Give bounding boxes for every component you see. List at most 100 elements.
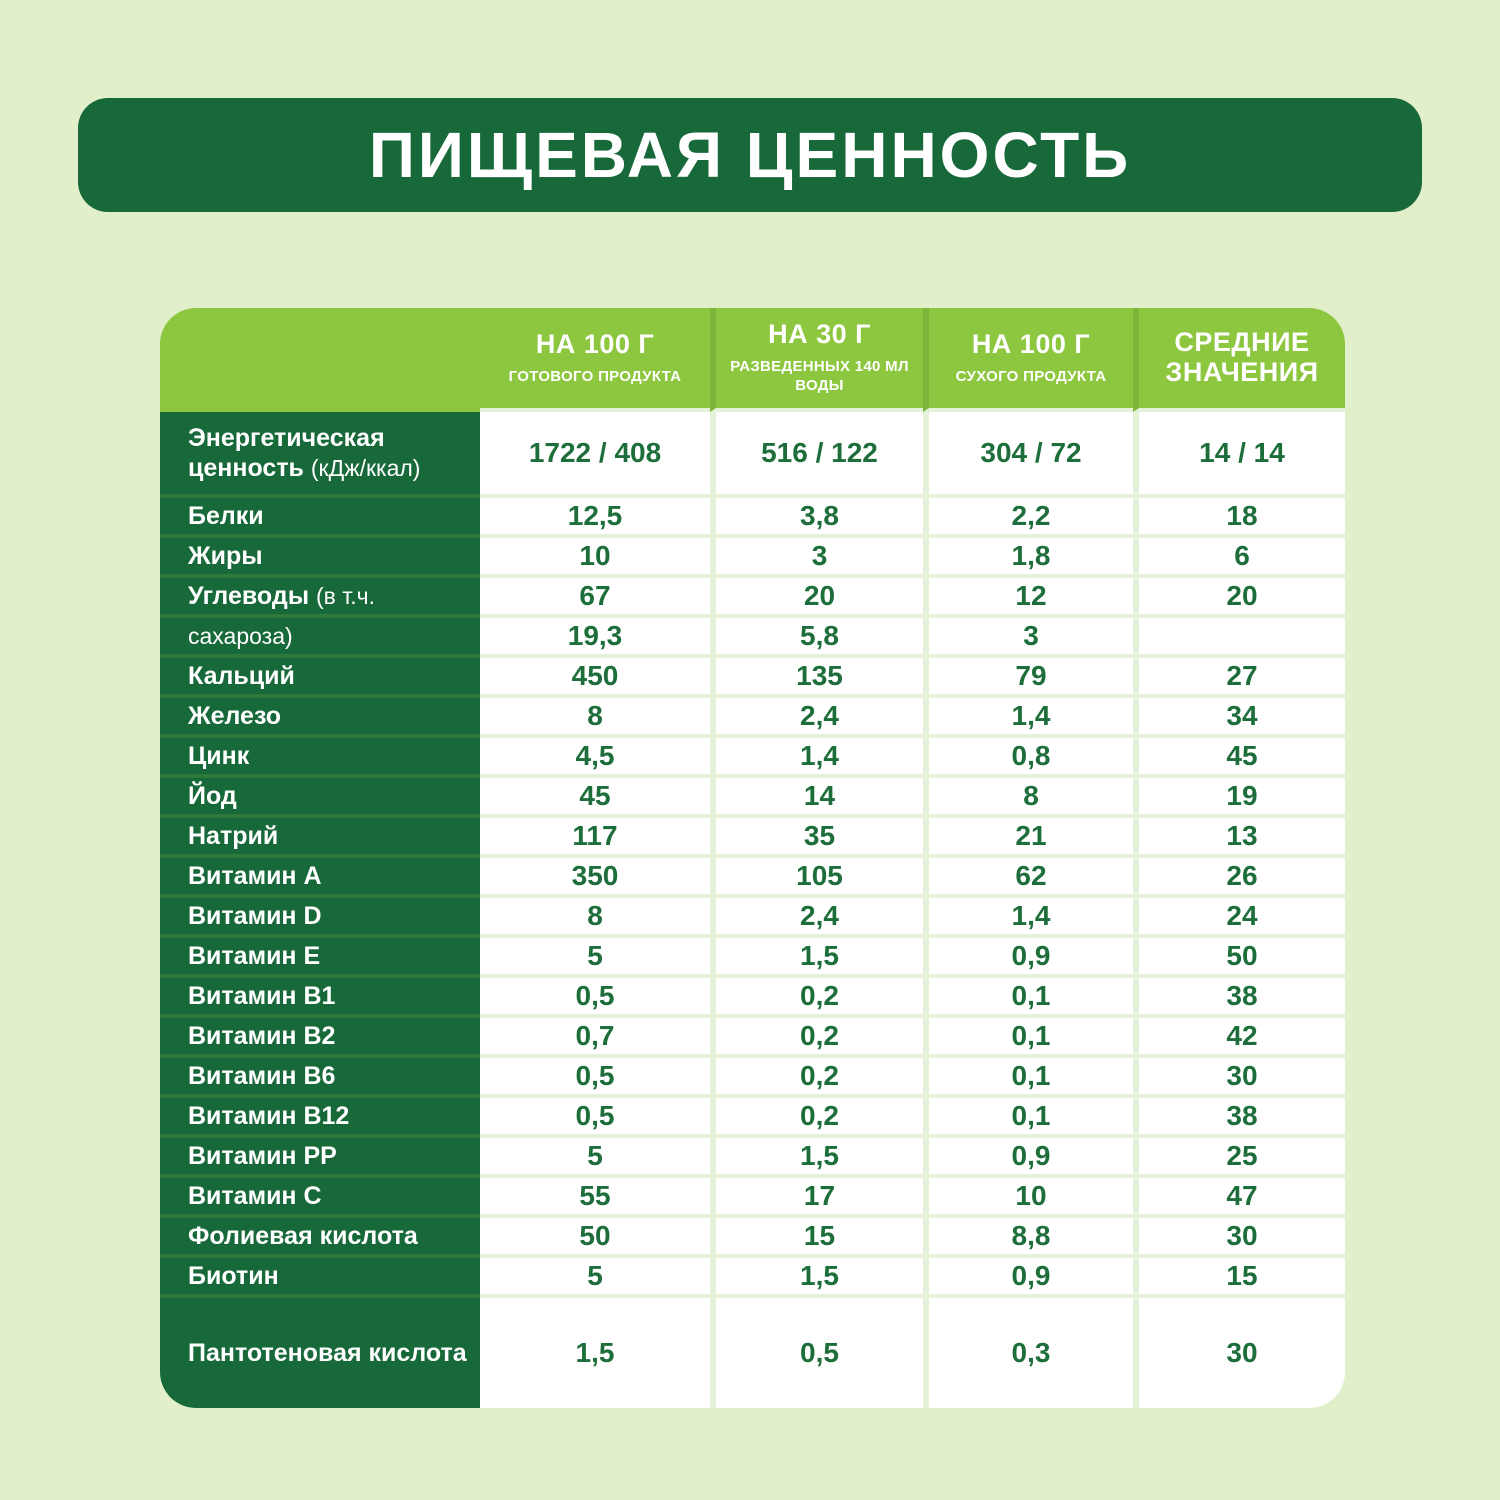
value-cell: 5 — [480, 1258, 710, 1298]
row-label-bold-text: Витамин B1 — [188, 982, 336, 1010]
row-label-bold-text: Биотин — [188, 1262, 279, 1290]
value-cell: 8,8 — [923, 1218, 1133, 1258]
value-cell: 0,2 — [710, 978, 923, 1018]
row-label-bold-text: Йод — [188, 782, 237, 810]
value-cell: 30 — [1133, 1218, 1345, 1258]
row-label-bold-text: Витамин B2 — [188, 1022, 336, 1050]
value-cell: 15 — [1133, 1258, 1345, 1298]
row-label-cell: Витамин B2 — [160, 1018, 480, 1058]
value-cell: 45 — [480, 778, 710, 818]
value-cell: 30 — [1133, 1058, 1345, 1098]
row-label: Натрий — [188, 821, 278, 851]
row-label-cell: Углеводы (в т.ч. — [160, 578, 480, 618]
row-label-bold-text: Жиры — [188, 542, 263, 570]
value-cell: 50 — [1133, 938, 1345, 978]
value-cell: 0,1 — [923, 1018, 1133, 1058]
row-label-cell: Железо — [160, 698, 480, 738]
value-cell: 304 / 72 — [923, 412, 1133, 498]
value-cell: 8 — [923, 778, 1133, 818]
row-label-bold-text: Витамин PP — [188, 1142, 337, 1170]
row-label: Цинк — [188, 741, 249, 771]
row-label: Железо — [188, 701, 281, 731]
table-row: Витамин B2 0,7 0,2 0,1 42 — [160, 1018, 1345, 1058]
value-cell: 450 — [480, 658, 710, 698]
value-cell — [1133, 618, 1345, 658]
value-cell: 13 — [1133, 818, 1345, 858]
row-label-cell: Фолиевая кислота — [160, 1218, 480, 1258]
value-cell: 3,8 — [710, 498, 923, 538]
value-cell: 50 — [480, 1218, 710, 1258]
row-label-cell: сахароза) — [160, 618, 480, 658]
table-row: Витамин A 350 105 62 26 — [160, 858, 1345, 898]
value-cell: 79 — [923, 658, 1133, 698]
table-row: Кальций 450 135 79 27 — [160, 658, 1345, 698]
row-label-cell: Витамин B12 — [160, 1098, 480, 1138]
column-header-title: СРЕДНИЕ ЗНАЧЕНИЯ — [1165, 327, 1319, 387]
value-cell: 12 — [923, 578, 1133, 618]
row-label-cell: Витамин PP — [160, 1138, 480, 1178]
row-label: Жиры — [188, 541, 263, 571]
table-row: Витамин D 8 2,4 1,4 24 — [160, 898, 1345, 938]
value-cell: 42 — [1133, 1018, 1345, 1058]
value-cell: 5 — [480, 938, 710, 978]
value-cell: 3 — [923, 618, 1133, 658]
row-label-cell: Белки — [160, 498, 480, 538]
value-cell: 516 / 122 — [710, 412, 923, 498]
table-row: Биотин 5 1,5 0,9 15 — [160, 1258, 1345, 1298]
value-cell: 38 — [1133, 978, 1345, 1018]
value-cell: 1,8 — [923, 538, 1133, 578]
value-cell: 117 — [480, 818, 710, 858]
row-label-cell: Жиры — [160, 538, 480, 578]
row-label: Витамин B1 — [188, 981, 335, 1011]
row-label-bold-text: Витамин E — [188, 942, 321, 970]
table-row: Витамин B12 0,5 0,2 0,1 38 — [160, 1098, 1345, 1138]
row-label: сахароза) — [188, 621, 293, 651]
row-label-bold-text: Натрий — [188, 822, 279, 850]
value-cell: 0,3 — [923, 1298, 1133, 1408]
table-row: сахароза) 19,3 5,8 3 — [160, 618, 1345, 658]
value-cell: 2,4 — [710, 898, 923, 938]
table-row: Витамин PP 5 1,5 0,9 25 — [160, 1138, 1345, 1178]
value-cell: 62 — [923, 858, 1133, 898]
table-row: Энергетическая ценность (кДж/ккал) 1722 /… — [160, 412, 1345, 498]
header-empty-cell — [160, 308, 480, 412]
row-label-cell: Цинк — [160, 738, 480, 778]
column-header-title: НА 30 Г — [768, 319, 871, 350]
row-label: Белки — [188, 501, 264, 531]
value-cell: 2,4 — [710, 698, 923, 738]
value-cell: 10 — [480, 538, 710, 578]
value-cell: 24 — [1133, 898, 1345, 938]
table-header-row: НА 100 Г ГОТОВОГО ПРОДУКТА НА 30 Г РАЗВЕДЕН… — [160, 308, 1345, 412]
value-cell: 0,5 — [480, 1058, 710, 1098]
value-cell: 45 — [1133, 738, 1345, 778]
table-row: Жиры 10 3 1,8 6 — [160, 538, 1345, 578]
value-cell: 20 — [710, 578, 923, 618]
row-label: Витамин D — [188, 901, 322, 931]
value-cell: 8 — [480, 898, 710, 938]
table-row: Витамин E 5 1,5 0,9 50 — [160, 938, 1345, 978]
page-title: ПИЩЕВАЯ ЦЕННОСТЬ — [368, 119, 1132, 191]
row-label: Витамин A — [188, 861, 322, 891]
table-row: Витамин B6 0,5 0,2 0,1 30 — [160, 1058, 1345, 1098]
column-header-title: НА 100 Г — [535, 328, 655, 359]
value-cell: 5 — [480, 1138, 710, 1178]
value-cell: 105 — [710, 858, 923, 898]
row-label: Витамин B12 — [188, 1101, 349, 1131]
row-label-regular-text: (в т.ч. — [316, 583, 376, 609]
value-cell: 1,4 — [923, 698, 1133, 738]
value-cell: 0,1 — [923, 1098, 1133, 1138]
table-row: Пантотеновая кислота 1,5 0,5 0,3 30 — [160, 1298, 1345, 1408]
value-cell: 55 — [480, 1178, 710, 1218]
value-cell: 0,8 — [923, 738, 1133, 778]
row-label-bold-text: Белки — [188, 502, 264, 530]
row-label-regular-text: (кДж/ккал) — [310, 455, 421, 481]
value-cell: 14 / 14 — [1133, 412, 1345, 498]
row-label: Биотин — [188, 1261, 279, 1291]
row-label-regular-text: сахароза) — [188, 623, 293, 649]
value-cell: 8 — [480, 698, 710, 738]
column-header-subtitle: РАЗВЕДЕННЫХ 140 МЛ ВОДЫ — [730, 357, 909, 395]
value-cell: 135 — [710, 658, 923, 698]
row-label: Пантотеновая кислота — [188, 1338, 467, 1368]
column-header-subtitle: СУХОГО ПРОДУКТА — [955, 367, 1107, 385]
